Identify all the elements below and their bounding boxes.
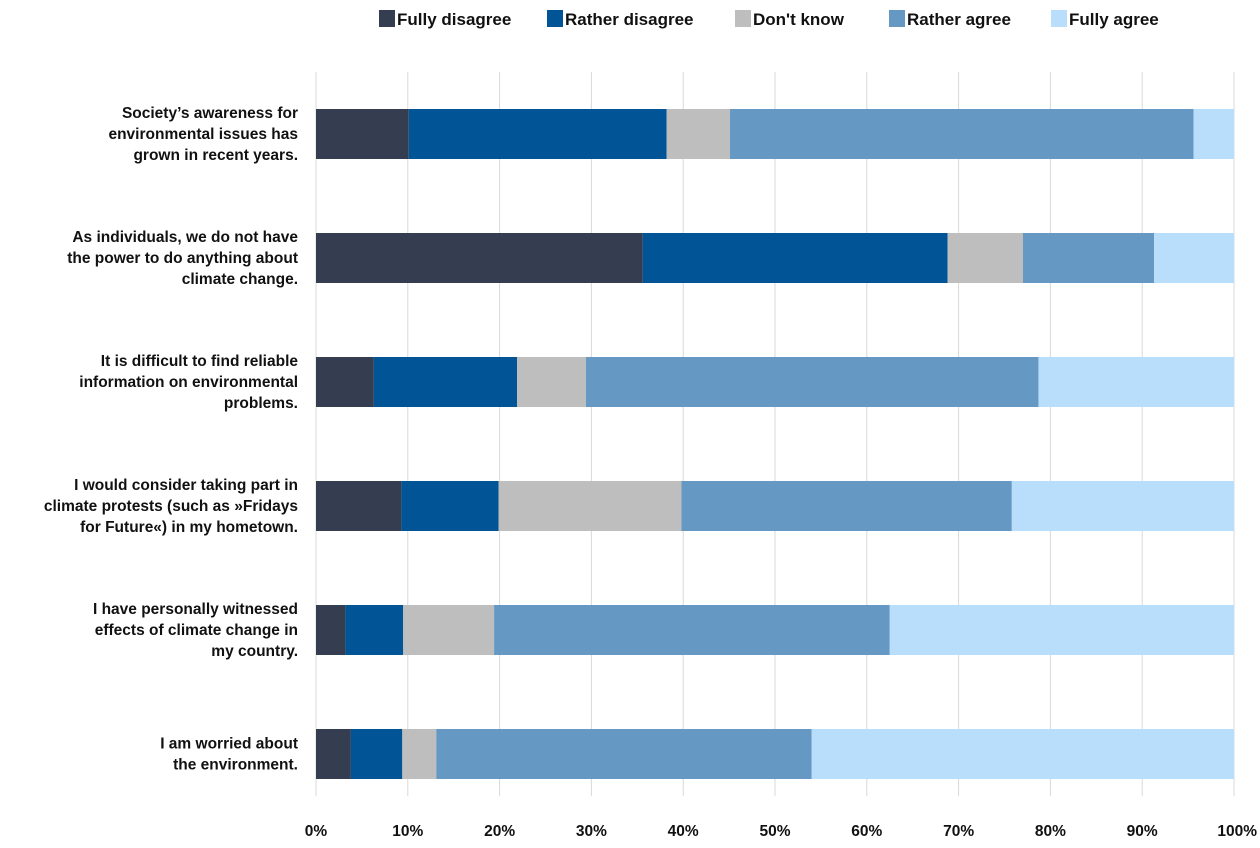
bar-segment-fully-disagree [316, 729, 351, 779]
category-label-line: climate change. [182, 271, 298, 288]
x-axis-tick-labels: 0% 10% 20% 30% 40% 50% 60% 70% 80% 90% 100% [305, 823, 1257, 840]
bar-segment-fully-agree [889, 605, 1234, 655]
x-tick-label: 10% [392, 823, 423, 840]
category-label-line: environmental issues has [108, 126, 298, 143]
bar-segment-rather-agree [494, 605, 890, 655]
bar-segment-fully-agree [1038, 357, 1234, 407]
category-label-line: I am worried about [160, 736, 298, 753]
legend: Fully disagree Rather disagree Don't know R… [379, 10, 1159, 29]
legend-label: Fully agree [1069, 10, 1159, 29]
category-label-line: the power to do anything about [67, 250, 298, 267]
bar-segment-rather-disagree [401, 481, 499, 531]
category-label: I have personally witnessed effects of cl… [93, 601, 298, 660]
x-tick-label: 40% [668, 823, 699, 840]
category-label-line: I would consider taking part in [74, 477, 298, 494]
bar-segment-rather-agree [681, 481, 1012, 531]
x-tick-label: 80% [1035, 823, 1066, 840]
category-label-line: information on environmental [79, 374, 298, 391]
x-tick-label: 60% [851, 823, 882, 840]
category-label: Society’s awareness for environmental iss… [108, 105, 298, 164]
bar-segment-rather-disagree [408, 109, 667, 159]
category-label-line: It is difficult to find reliable [101, 353, 299, 370]
bar-segment-don-t-know [517, 357, 586, 407]
bar-segment-fully-disagree [316, 109, 409, 159]
bar-segment-don-t-know [403, 605, 495, 655]
x-tick-label: 20% [484, 823, 515, 840]
legend-swatch [889, 10, 905, 27]
legend-swatch [735, 10, 751, 27]
bar-segment-rather-disagree [345, 605, 404, 655]
bar-row [316, 233, 1234, 283]
category-labels: Society’s awareness for environmental iss… [44, 105, 299, 774]
bar-segment-rather-agree [1022, 233, 1155, 283]
bar-row [316, 605, 1234, 655]
category-label: I am worried about the environment. [160, 736, 298, 774]
legend-label: Fully disagree [397, 10, 511, 29]
category-label-line: climate protests (such as »Fridays [44, 498, 298, 515]
x-tick-label: 90% [1127, 823, 1158, 840]
category-label-line: Society’s awareness for [122, 105, 298, 122]
bars [316, 109, 1234, 779]
category-label-line: for Future«) in my hometown. [80, 519, 298, 536]
legend-swatch [547, 10, 563, 27]
bar-row [316, 357, 1234, 407]
category-label-line: I have personally witnessed [93, 601, 298, 618]
bar-segment-rather-agree [436, 729, 812, 779]
bar-segment-fully-disagree [316, 605, 346, 655]
category-label-line: As individuals, we do not have [72, 229, 298, 246]
x-tick-label: 30% [576, 823, 607, 840]
x-tick-label: 70% [943, 823, 974, 840]
bar-segment-fully-agree [811, 729, 1234, 779]
bar-row [316, 729, 1234, 779]
category-label: It is difficult to find reliable informat… [79, 353, 298, 412]
bar-segment-rather-disagree [373, 357, 518, 407]
bar-segment-rather-disagree [350, 729, 403, 779]
bar-segment-fully-disagree [316, 233, 643, 283]
bar-segment-fully-disagree [316, 357, 374, 407]
category-label: As individuals, we do not have the power … [67, 229, 298, 288]
legend-swatch [379, 10, 395, 27]
bar-segment-fully-agree [1011, 481, 1234, 531]
x-tick-label: 50% [759, 823, 790, 840]
category-label-line: effects of climate change in [95, 622, 298, 639]
legend-label: Rather disagree [565, 10, 694, 29]
bar-segment-don-t-know [498, 481, 682, 531]
bar-row [316, 109, 1234, 159]
legend-item: Fully disagree [379, 10, 511, 29]
bar-segment-don-t-know [666, 109, 731, 159]
bar-segment-rather-disagree [642, 233, 948, 283]
bar-segment-fully-disagree [316, 481, 402, 531]
legend-item: Fully agree [1051, 10, 1159, 29]
category-label-line: grown in recent years. [133, 147, 298, 164]
x-tick-label: 100% [1217, 823, 1257, 840]
bar-segment-rather-agree [585, 357, 1039, 407]
legend-label: Don't know [753, 10, 845, 29]
bar-segment-fully-agree [1154, 233, 1234, 283]
legend-label: Rather agree [907, 10, 1011, 29]
category-label-line: my country. [211, 643, 298, 660]
gridlines [315, 72, 1235, 796]
category-label: I would consider taking part in climate p… [44, 477, 298, 536]
category-label-line: problems. [224, 395, 298, 412]
bar-row [316, 481, 1234, 531]
bar-segment-fully-agree [1193, 109, 1234, 159]
bar-segment-rather-agree [730, 109, 1194, 159]
x-tick-label: 0% [305, 823, 328, 840]
bar-segment-don-t-know [402, 729, 437, 779]
legend-item: Don't know [735, 10, 845, 29]
legend-swatch [1051, 10, 1067, 27]
legend-item: Rather disagree [547, 10, 694, 29]
bar-segment-don-t-know [947, 233, 1023, 283]
category-label-line: the environment. [173, 757, 298, 774]
legend-item: Rather agree [889, 10, 1011, 29]
